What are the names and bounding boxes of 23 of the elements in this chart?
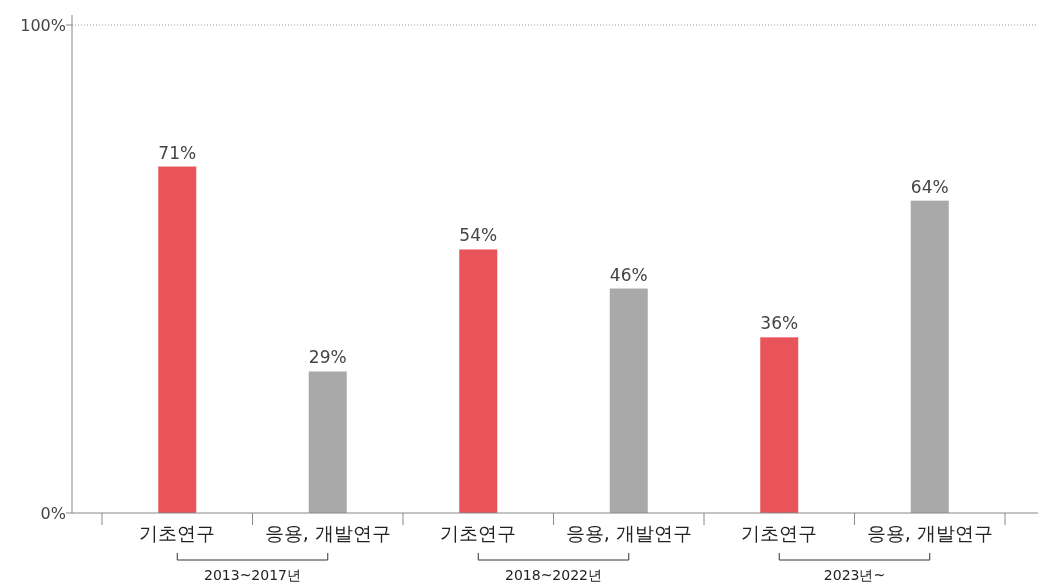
data-label: 71% (158, 142, 197, 163)
data-label: 36% (760, 313, 799, 334)
x-tick-label: 기초연구 (741, 522, 818, 544)
x-tick-label: 기초연구 (139, 522, 216, 544)
bar (760, 337, 799, 513)
bar (459, 249, 498, 513)
y-tick-label: 100% (20, 15, 66, 35)
x-tick-label: 기초연구 (440, 522, 517, 544)
data-label: 64% (910, 176, 949, 197)
bar (308, 371, 347, 513)
x-tick-label: 응용, 개발연구 (264, 522, 391, 544)
x-tick-label: 응용, 개발연구 (565, 522, 692, 544)
text: 2018~2022년 (505, 567, 602, 583)
bar (910, 200, 949, 513)
text: 2023년~ (823, 567, 886, 583)
x-tick-label: 응용, 개발연구 (866, 522, 993, 544)
data-label: 46% (609, 264, 648, 285)
y-tick-label: 0% (40, 503, 66, 523)
data-label: 29% (308, 347, 347, 368)
bar (158, 166, 197, 513)
text: 2013~2017년 (204, 567, 301, 583)
bar (609, 288, 648, 513)
data-label: 54% (459, 225, 498, 246)
